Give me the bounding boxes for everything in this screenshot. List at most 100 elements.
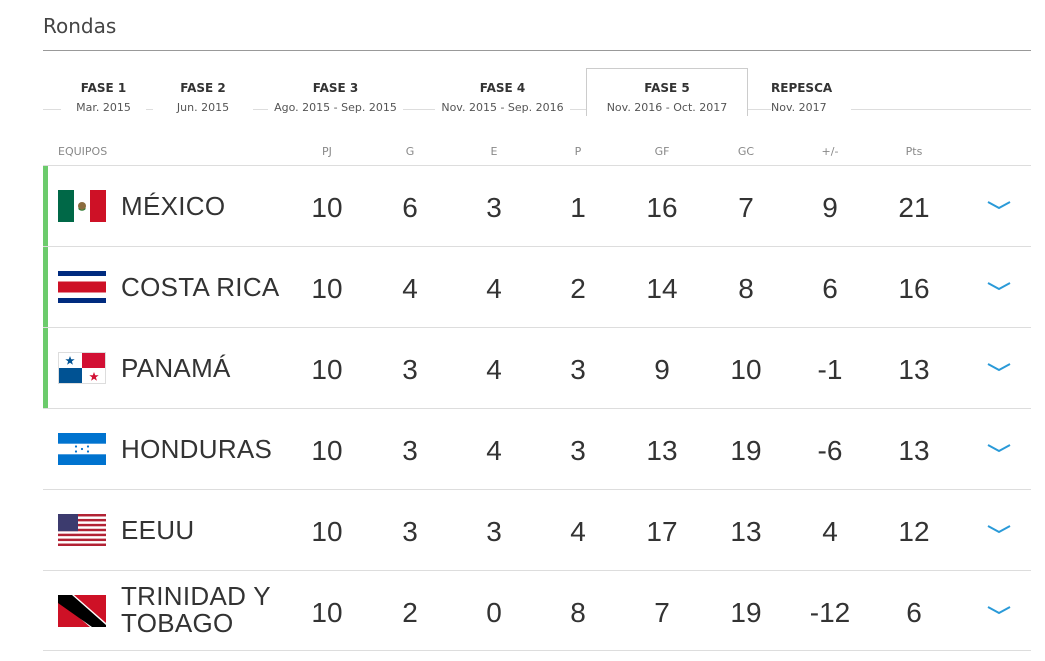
lost-value: 2: [570, 273, 586, 304]
table-header: EQUIPOS PJ G E P GF GC +/- Pts: [43, 145, 1031, 165]
won-value: 6: [402, 192, 418, 223]
tab-label: FASE 4: [479, 81, 526, 95]
won-value: 3: [402, 435, 418, 466]
chevron-down-icon[interactable]: [986, 277, 1012, 295]
lost-value: 3: [570, 435, 586, 466]
team-name: HONDURAS: [121, 434, 273, 464]
standings-table: MÉXICO 10 6 3 1 16 7 9 21 COSTA RICA 10 …: [43, 165, 1031, 651]
header-e: E: [490, 145, 498, 158]
team-name: EEUU: [121, 515, 195, 545]
team-name-line: TRINIDAD Y: [121, 581, 271, 611]
trinidad-tobago-flag: [58, 595, 106, 627]
goal-diff-value: 9: [822, 192, 838, 223]
header-pj: PJ: [322, 145, 332, 158]
goals-against-value: 10: [730, 354, 762, 385]
points-value: 21: [898, 192, 930, 223]
tab-date: Nov. 2016 - Oct. 2017: [606, 101, 728, 114]
chevron-down-icon[interactable]: [986, 196, 1012, 214]
usa-flag: [58, 514, 106, 546]
goals-against-value: 13: [730, 516, 762, 547]
table-row[interactable]: HONDURAS 10 3 4 3 13 19 -6 13: [43, 408, 1031, 489]
goals-for-value: 16: [646, 192, 678, 223]
points-value: 13: [898, 354, 930, 385]
won-value: 2: [402, 597, 418, 628]
tab-label: FASE 5: [644, 81, 690, 95]
team-name: MÉXICO: [121, 191, 226, 221]
played-value: 10: [311, 354, 343, 385]
table-row[interactable]: MÉXICO 10 6 3 1 16 7 9 21: [43, 165, 1031, 247]
honduras-flag: [58, 433, 106, 465]
lost-value: 4: [570, 516, 586, 547]
chevron-down-icon[interactable]: [986, 520, 1012, 538]
tab-repesca[interactable]: REPESCA Nov. 2017: [771, 68, 851, 115]
points-value: 6: [906, 597, 922, 628]
goals-for-value: 13: [646, 435, 678, 466]
played-value: 10: [311, 273, 343, 304]
table-row[interactable]: COSTA RICA 10 4 4 2 14 8 6 16: [43, 246, 1031, 328]
drawn-value: 4: [486, 273, 502, 304]
tab-fase-1[interactable]: FASE 1 Mar. 2015: [61, 68, 146, 115]
mexico-flag: [58, 190, 106, 222]
tab-label: FASE 2: [180, 81, 226, 95]
chevron-down-icon[interactable]: [986, 358, 1012, 376]
tab-fase-5[interactable]: FASE 5 Nov. 2016 - Oct. 2017: [586, 68, 748, 116]
header-teams: EQUIPOS: [58, 145, 108, 158]
points-value: 12: [898, 516, 930, 547]
chevron-down-icon[interactable]: [986, 439, 1012, 457]
header-pts: Pts: [905, 145, 923, 158]
goals-for-value: 7: [654, 597, 670, 628]
lost-value: 8: [570, 597, 586, 628]
drawn-value: 3: [486, 192, 502, 223]
goals-against-value: 7: [738, 192, 754, 223]
tab-date: Mar. 2015: [76, 101, 131, 114]
played-value: 10: [311, 435, 343, 466]
tab-fase-3[interactable]: FASE 3 Ago. 2015 - Sep. 2015: [268, 68, 403, 115]
played-value: 10: [311, 597, 343, 628]
team-name: PANAMÁ: [121, 353, 231, 383]
team-name: TRINIDAD Y TOBAGO: [121, 583, 271, 637]
header-gf: GF: [654, 145, 670, 158]
drawn-value: 0: [486, 597, 502, 628]
tab-label: FASE 1: [80, 81, 127, 95]
won-value: 3: [402, 516, 418, 547]
section-title: Rondas: [43, 14, 117, 38]
header-diff: +/-: [821, 145, 839, 158]
goal-diff-value: 4: [822, 516, 838, 547]
chevron-down-icon[interactable]: [986, 601, 1012, 619]
tab-date: Ago. 2015 - Sep. 2015: [274, 101, 397, 114]
title-divider: [43, 50, 1031, 51]
tab-label: REPESCA: [771, 81, 833, 95]
qualified-indicator: [43, 328, 48, 409]
header-gc: GC: [737, 145, 755, 158]
table-row[interactable]: PANAMÁ 10 3 4 3 9 10 -1 13: [43, 327, 1031, 409]
table-row[interactable]: EEUU 10 3 3 4 17 13 4 12: [43, 489, 1031, 570]
lost-value: 1: [570, 192, 586, 223]
played-value: 10: [311, 192, 343, 223]
drawn-value: 3: [486, 516, 502, 547]
goals-against-value: 19: [730, 435, 762, 466]
tab-fase-4[interactable]: FASE 4 Nov. 2015 - Sep. 2016: [435, 68, 570, 115]
tab-date: Nov. 2017: [771, 101, 827, 114]
round-tabs: FASE 1 Mar. 2015 FASE 2 Jun. 2015 FASE 3…: [43, 68, 1031, 116]
goals-against-value: 19: [730, 597, 762, 628]
goals-for-value: 9: [654, 354, 670, 385]
table-row[interactable]: TRINIDAD Y TOBAGO 10 2 0 8 7 19 -12 6: [43, 570, 1031, 651]
points-value: 16: [898, 273, 930, 304]
header-g: G: [405, 145, 415, 158]
tab-fase-2[interactable]: FASE 2 Jun. 2015: [153, 68, 253, 115]
tab-date: Nov. 2015 - Sep. 2016: [441, 101, 564, 114]
tab-label: FASE 3: [312, 81, 359, 95]
points-value: 13: [898, 435, 930, 466]
won-value: 4: [402, 273, 418, 304]
team-name: COSTA RICA: [121, 272, 280, 302]
goals-against-value: 8: [738, 273, 754, 304]
won-value: 3: [402, 354, 418, 385]
played-value: 10: [311, 516, 343, 547]
tab-date: Jun. 2015: [176, 101, 230, 114]
drawn-value: 4: [486, 354, 502, 385]
team-name-line: TOBAGO: [121, 608, 234, 638]
goal-diff-value: -12: [809, 597, 851, 628]
goal-diff-value: 6: [822, 273, 838, 304]
lost-value: 3: [570, 354, 586, 385]
goal-diff-value: -1: [817, 354, 843, 385]
